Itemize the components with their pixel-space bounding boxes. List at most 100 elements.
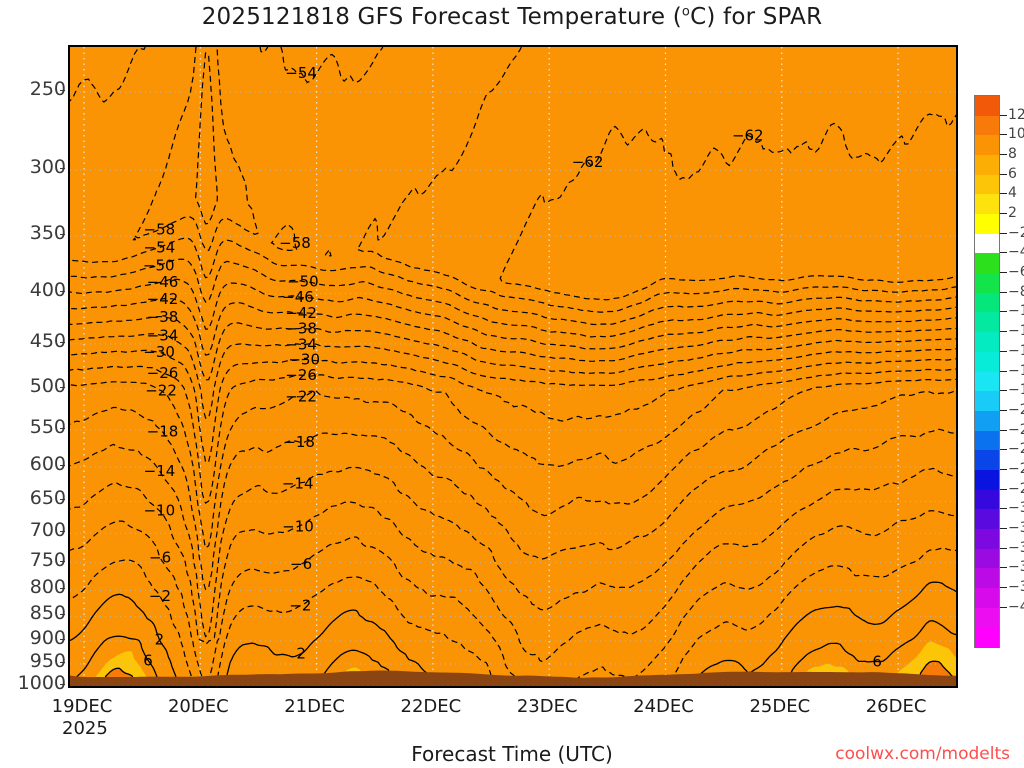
contour--42 bbox=[70, 297, 956, 362]
x-tick-label-24dec: 24DEC bbox=[633, 696, 694, 717]
y-tick-label-1000: 1000 bbox=[17, 672, 66, 694]
colorbar-band-2 bbox=[975, 135, 999, 156]
colorbar-tick--26 bbox=[1000, 468, 1007, 470]
colorbar-label--4: −4 bbox=[1008, 244, 1024, 261]
colorbar-tick-12 bbox=[1000, 114, 1007, 116]
contour-label--50: −50 bbox=[287, 272, 319, 290]
y-tick-650 bbox=[60, 499, 65, 501]
y-tick-750 bbox=[60, 560, 65, 562]
colorbar bbox=[974, 95, 1000, 648]
contour--54 bbox=[280, 47, 384, 84]
plot-area: −62 −62 −58 −58 −54 −54 −50 −50 −46 −46 −42 −42 −38−… bbox=[68, 45, 958, 688]
colorbar-label--16: −16 bbox=[1008, 362, 1024, 379]
colorbar-tick-4 bbox=[1000, 193, 1007, 195]
contour-label--58: −58 bbox=[144, 220, 176, 238]
contour--58 bbox=[132, 237, 137, 241]
contour--62 bbox=[194, 52, 218, 225]
contour--58 bbox=[324, 250, 332, 257]
colorbar-tick--14 bbox=[1000, 350, 1007, 352]
colorbar-tick-8 bbox=[1000, 154, 1007, 156]
colorbar-band-27 bbox=[975, 627, 999, 648]
y-tick-850 bbox=[60, 614, 65, 616]
y-tick-label-950: 950 bbox=[29, 650, 66, 673]
colorbar-band-24 bbox=[975, 568, 999, 589]
colorbar-band-15 bbox=[975, 391, 999, 412]
x-tick-label-26dec: 26DEC bbox=[865, 696, 927, 717]
colorbar-tick-6 bbox=[1000, 173, 1007, 175]
colorbar-tick--2 bbox=[1000, 232, 1007, 234]
contour-label-2: 2 bbox=[296, 645, 306, 663]
contour-label--50: −50 bbox=[143, 256, 175, 274]
colorbar-ticks: 12 10 8 6 4 2 −2 −4 −6 −8 −10 −12 −14 −16 −18 −20 −22 −24… bbox=[974, 95, 1024, 655]
colorbar-band-23 bbox=[975, 548, 999, 569]
colorbar-band-9 bbox=[975, 273, 999, 294]
contour-label--42: −42 bbox=[147, 290, 179, 308]
colorbar-label--20: −20 bbox=[1008, 401, 1024, 418]
colorbar-tick--20 bbox=[1000, 409, 1007, 411]
y-tick-250 bbox=[60, 90, 65, 92]
contour-10 bbox=[919, 660, 954, 686]
colorbar-label-2: 2 bbox=[1008, 205, 1017, 222]
colorbar-label--32: −32 bbox=[1008, 519, 1024, 536]
colorbar-tick--4 bbox=[1000, 252, 1007, 254]
contour--6 bbox=[70, 520, 203, 686]
colorbar-label--26: −26 bbox=[1008, 460, 1024, 477]
colorbar-tick-2 bbox=[1000, 213, 1007, 215]
contour-label--54: −54 bbox=[285, 64, 317, 82]
contour--10 bbox=[70, 467, 956, 662]
contour-label--58: −58 bbox=[279, 234, 311, 252]
colorbar-label--38: −38 bbox=[1008, 578, 1024, 595]
contour-label-6: 6 bbox=[872, 653, 882, 671]
contour-10 bbox=[104, 667, 134, 686]
y-tick-label-550: 550 bbox=[29, 415, 66, 438]
contour-label--6: −6 bbox=[149, 549, 171, 567]
colorbar-label-8: 8 bbox=[1008, 146, 1017, 163]
contour-label--22: −22 bbox=[285, 388, 317, 406]
contour-label--54: −54 bbox=[144, 239, 176, 257]
colorbar-band-17 bbox=[975, 430, 999, 451]
colorbar-label--36: −36 bbox=[1008, 559, 1024, 576]
colorbar-label-10: 10 bbox=[1008, 126, 1024, 143]
colorbar-label--14: −14 bbox=[1008, 342, 1024, 359]
contour-6 bbox=[76, 635, 158, 686]
colorbar-tick--30 bbox=[1000, 508, 1007, 510]
colorbar-label--40: −40 bbox=[1008, 598, 1024, 615]
y-tick-label-650: 650 bbox=[29, 487, 66, 510]
colorbar-band-0 bbox=[975, 96, 999, 117]
contour--6 bbox=[634, 510, 956, 686]
y-tick-label-750: 750 bbox=[29, 548, 66, 571]
fill-band-8 bbox=[70, 47, 956, 686]
y-axis: 250 300 350 400 450 500 550 600 650 700 750 800 850 9… bbox=[0, 45, 66, 694]
y-tick-500 bbox=[60, 387, 65, 389]
colorbar-label--8: −8 bbox=[1008, 283, 1024, 300]
colorbar-band-10 bbox=[975, 292, 999, 314]
contour-label--34: −34 bbox=[285, 336, 317, 354]
colorbar-band-3 bbox=[975, 155, 999, 176]
y-tick-300 bbox=[60, 168, 65, 170]
contour-label--26: −26 bbox=[147, 364, 179, 382]
colorbar-band-18 bbox=[975, 450, 999, 471]
contour--58 bbox=[270, 224, 298, 252]
contour-label--34: −34 bbox=[147, 326, 179, 344]
temperature-cross-section: −62−62−58−58−54−54−50−50−46−46−42−42−38−… bbox=[70, 47, 956, 686]
contour--2 bbox=[70, 559, 193, 686]
contour-label--22: −22 bbox=[145, 382, 177, 400]
contour-label--26: −26 bbox=[285, 366, 317, 384]
y-tick-label-250: 250 bbox=[29, 78, 66, 101]
colorbar-band-19 bbox=[975, 469, 999, 491]
contour-label--14: −14 bbox=[282, 475, 314, 493]
contour--54 bbox=[70, 47, 146, 103]
contour-label--18: −18 bbox=[147, 423, 179, 441]
y-tick-800 bbox=[60, 588, 65, 590]
title-text: 2025121818 GFS Forecast Temperature (oC)… bbox=[201, 4, 823, 30]
colorbar-label-12: 12 bbox=[1008, 106, 1024, 123]
colorbar-band-13 bbox=[975, 351, 999, 373]
contour-label--62: −62 bbox=[732, 127, 764, 145]
colorbar-label--18: −18 bbox=[1008, 382, 1024, 399]
colorbar-label--28: −28 bbox=[1008, 480, 1024, 497]
y-tick-450 bbox=[60, 341, 65, 343]
colorbar-band-1 bbox=[975, 115, 999, 136]
x-tick-label-25dec: 25DEC bbox=[749, 696, 811, 717]
colorbar-label--30: −30 bbox=[1008, 500, 1024, 517]
colorbar-tick--34 bbox=[1000, 547, 1007, 549]
